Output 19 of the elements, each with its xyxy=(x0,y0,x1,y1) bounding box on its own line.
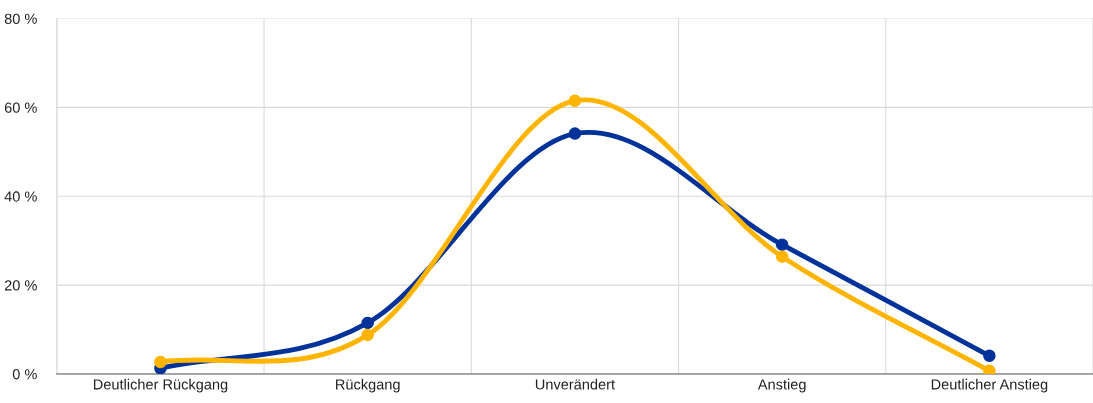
x-tick-label: Anstieg xyxy=(757,378,806,393)
x-tick-label: Deutlicher Anstieg xyxy=(931,378,1048,393)
x-tick-label: Deutlicher Rückgang xyxy=(93,378,228,393)
y-tick-label: 20 % xyxy=(4,280,37,291)
point xyxy=(568,94,582,107)
x-tick-label: Unverändert xyxy=(535,378,615,390)
point xyxy=(568,127,582,140)
y-tick-label: 40 % xyxy=(4,191,37,202)
point xyxy=(361,316,374,330)
point xyxy=(361,328,374,342)
point xyxy=(983,364,996,374)
point xyxy=(154,355,167,369)
y-tick-label: 80 % xyxy=(4,13,37,24)
y-tick-label: 0 % xyxy=(12,369,37,380)
y-tick-label: 60 % xyxy=(4,102,37,113)
point xyxy=(983,349,996,363)
x-tick-label: Rückgang xyxy=(336,378,400,393)
point xyxy=(775,238,789,251)
point xyxy=(775,250,789,263)
